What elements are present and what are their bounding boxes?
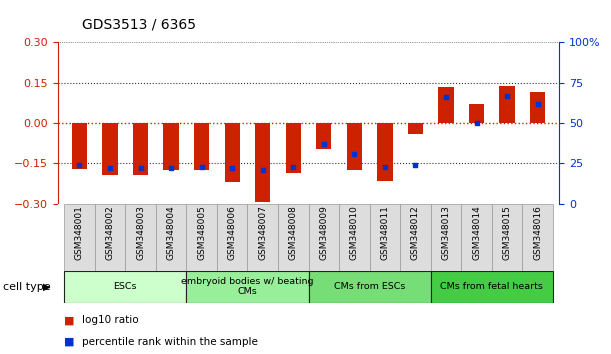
Bar — [316, 123, 332, 149]
Text: log10 ratio: log10 ratio — [82, 315, 139, 325]
Point — [533, 101, 543, 107]
Bar — [461, 204, 492, 271]
Point — [227, 165, 237, 171]
Bar — [186, 204, 217, 271]
Text: ESCs: ESCs — [114, 282, 137, 291]
Text: GSM348013: GSM348013 — [442, 206, 450, 261]
Text: GSM348005: GSM348005 — [197, 206, 206, 261]
Point — [502, 93, 512, 98]
Bar — [370, 204, 400, 271]
Point — [197, 164, 207, 169]
Text: GSM348008: GSM348008 — [289, 206, 298, 261]
Text: GSM348002: GSM348002 — [106, 206, 114, 260]
Point — [319, 141, 329, 147]
Bar — [64, 271, 186, 303]
Point — [105, 165, 115, 171]
Text: GSM348003: GSM348003 — [136, 206, 145, 261]
Bar — [431, 204, 461, 271]
Bar — [339, 204, 370, 271]
Text: GSM348011: GSM348011 — [381, 206, 389, 261]
Bar — [309, 204, 339, 271]
Text: GSM348001: GSM348001 — [75, 206, 84, 261]
Bar — [225, 123, 240, 182]
Text: ▶: ▶ — [43, 282, 50, 292]
Bar — [492, 204, 522, 271]
Point — [166, 165, 176, 171]
Text: GSM348015: GSM348015 — [503, 206, 511, 261]
Bar — [286, 123, 301, 173]
Bar — [247, 204, 278, 271]
Bar — [400, 204, 431, 271]
Text: ■: ■ — [64, 315, 75, 325]
Point — [258, 167, 268, 172]
Text: embryoid bodies w/ beating
CMs: embryoid bodies w/ beating CMs — [181, 277, 313, 296]
Text: CMs from ESCs: CMs from ESCs — [334, 282, 405, 291]
Text: ■: ■ — [64, 337, 75, 347]
Bar — [133, 123, 148, 175]
Text: GSM348012: GSM348012 — [411, 206, 420, 260]
Bar — [255, 123, 270, 202]
Text: GSM348009: GSM348009 — [320, 206, 328, 261]
Text: cell type: cell type — [3, 282, 51, 292]
Point — [288, 164, 298, 169]
Bar — [309, 271, 431, 303]
Bar — [431, 271, 553, 303]
Point — [441, 95, 451, 100]
Bar — [64, 204, 95, 271]
Bar — [72, 123, 87, 169]
Text: GSM348010: GSM348010 — [350, 206, 359, 261]
Bar — [156, 204, 186, 271]
Point — [472, 120, 481, 126]
Bar — [95, 204, 125, 271]
Bar — [500, 86, 515, 123]
Bar — [408, 123, 423, 134]
Bar — [217, 204, 247, 271]
Bar — [186, 271, 309, 303]
Text: GSM348014: GSM348014 — [472, 206, 481, 260]
Text: GDS3513 / 6365: GDS3513 / 6365 — [82, 18, 197, 32]
Text: GSM348006: GSM348006 — [228, 206, 236, 261]
Bar — [278, 204, 309, 271]
Bar — [164, 123, 179, 170]
Bar — [469, 104, 485, 123]
Text: GSM348004: GSM348004 — [167, 206, 175, 260]
Bar — [378, 123, 393, 181]
Bar — [530, 92, 546, 123]
Point — [411, 162, 420, 168]
Bar — [439, 87, 453, 123]
Text: percentile rank within the sample: percentile rank within the sample — [82, 337, 258, 347]
Point — [75, 162, 84, 168]
Bar — [125, 204, 156, 271]
Text: GSM348016: GSM348016 — [533, 206, 542, 261]
Point — [349, 151, 359, 156]
Bar — [103, 123, 118, 175]
Bar — [194, 123, 209, 170]
Bar — [522, 204, 553, 271]
Point — [380, 164, 390, 169]
Text: CMs from fetal hearts: CMs from fetal hearts — [441, 282, 543, 291]
Point — [136, 165, 145, 171]
Bar — [347, 123, 362, 170]
Text: GSM348007: GSM348007 — [258, 206, 267, 261]
